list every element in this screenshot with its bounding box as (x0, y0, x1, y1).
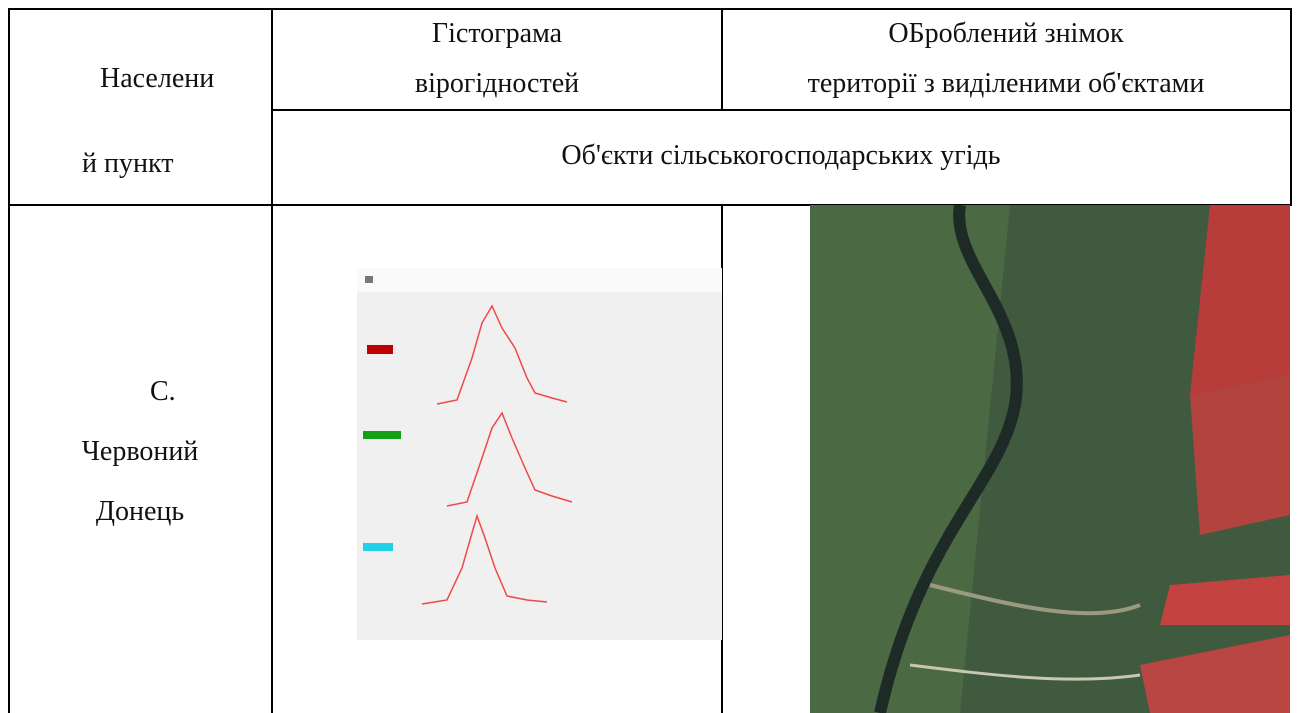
header-cell: Гістограма (272, 20, 722, 48)
histogram-image (357, 268, 722, 640)
cell-text: Червоний (20, 438, 260, 466)
header-cell: Населени (100, 65, 214, 93)
cell-text: Донець (20, 498, 260, 526)
header-cell: ОБроблений знімок (722, 20, 1290, 48)
border (272, 109, 1292, 111)
header-cell: території з виділеними об'єктами (722, 70, 1290, 98)
border (271, 8, 273, 713)
cell-text: С. (150, 378, 176, 406)
header-cell: й пункт (82, 150, 173, 178)
satellite-image (810, 205, 1290, 713)
border (1290, 8, 1292, 205)
page: Населени й пункт Гістограма вірогідносте… (0, 0, 1298, 713)
header-cell: вірогідностей (272, 70, 722, 98)
border (8, 8, 10, 713)
header-cell: Об'єкти сільськогосподарських угідь (272, 142, 1290, 170)
border (8, 8, 1292, 10)
